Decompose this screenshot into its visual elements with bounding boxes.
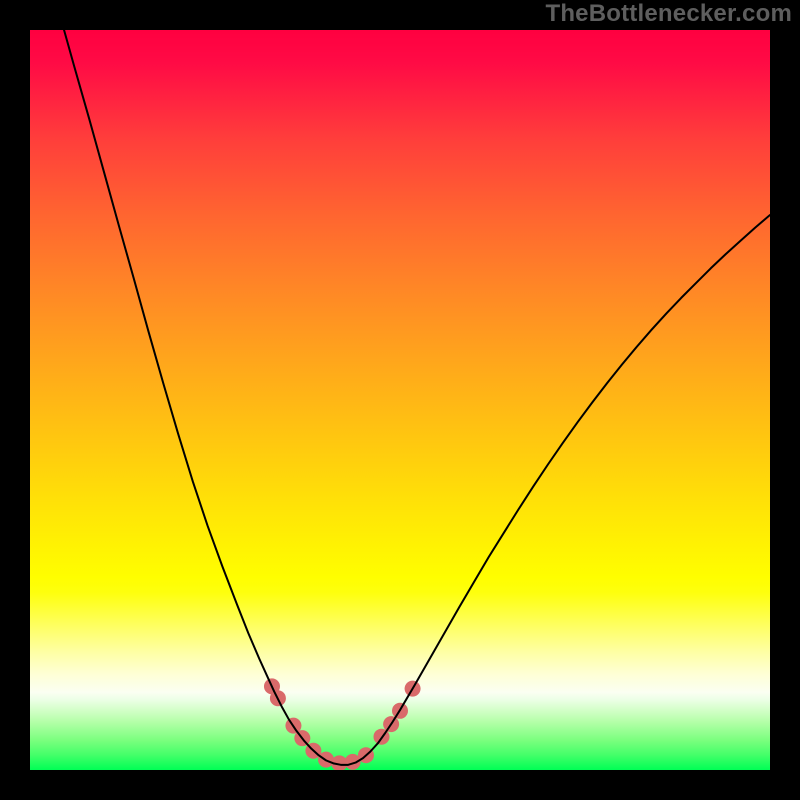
chart-container: TheBottlenecker.com: [0, 0, 800, 800]
watermark-text: TheBottlenecker.com: [545, 0, 792, 28]
chart-background: [30, 30, 770, 770]
bottleneck-chart: [30, 30, 770, 770]
